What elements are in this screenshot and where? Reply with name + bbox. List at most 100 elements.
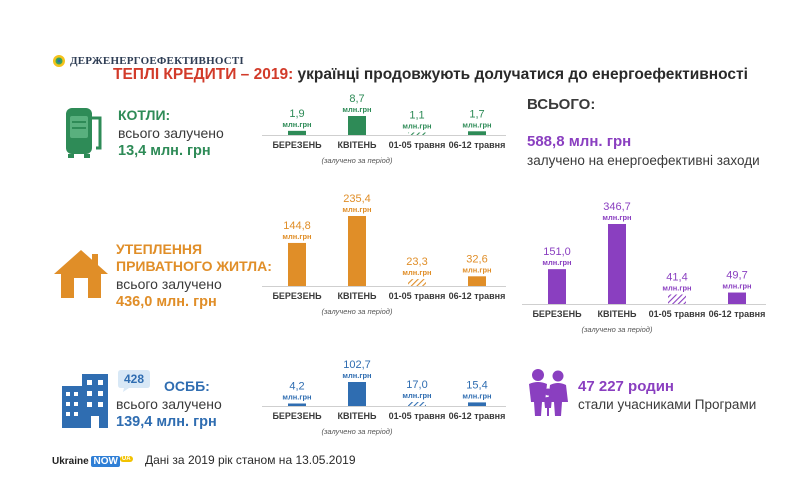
chart-category-label: БЕРЕЗЕНЬ [272, 140, 322, 150]
chart-unit-label: млн.грн [602, 213, 631, 222]
chart-category-label: КВІТЕНЬ [598, 309, 637, 319]
boilers-title: КОТЛИ: [118, 107, 171, 123]
chart-bar [468, 402, 486, 406]
chart-bar [288, 242, 306, 286]
osbb-badge-count: 428 [124, 372, 144, 386]
chart-category-label: 01-05 травня [389, 411, 446, 421]
chart-value-label: 4,2 [289, 381, 304, 393]
chart-bar [348, 382, 366, 406]
insulation-section-text: УТЕПЛЕННЯ ПРИВАТНОГО ЖИТЛА: всього залуч… [116, 241, 272, 311]
osbb-amount: 139,4 млн. грн [116, 414, 217, 430]
chart-period-note: (залучено за період) [322, 427, 393, 436]
chart-unit-label: млн.грн [342, 205, 371, 214]
chart-unit-label: млн.грн [342, 105, 371, 114]
chart-category-label: 06-12 травня [449, 411, 506, 421]
chart-category-label: КВІТЕНЬ [338, 140, 377, 150]
total-chart: 151,0млн.грнБЕРЕЗЕНЬ346,7млн.грнКВІТЕНЬ4… [522, 201, 766, 334]
ukraine-now-logo: Ukraine NOW UA [52, 456, 133, 467]
org-logo: ДЕРЖЕНЕРГОЕФЕКТИВНОСТІ [52, 54, 244, 68]
osbb-chart: 4,2млн.грнБЕРЕЗЕНЬ102,7млн.грнКВІТЕНЬ17,… [262, 359, 506, 436]
chart-unit-label: млн.грн [462, 265, 491, 274]
families-subtitle: стали учасниками Програми [578, 397, 757, 412]
chart-value-label: 41,4 [666, 271, 687, 283]
insulation-chart: 144,8млн.грнБЕРЕЗЕНЬ235,4млн.грнКВІТЕНЬ2… [262, 193, 506, 316]
chart-unit-label: млн.грн [402, 122, 431, 131]
osbb-title: ОСББ: [164, 378, 210, 394]
chart-bar [408, 279, 426, 286]
chart-unit-label: млн.грн [402, 391, 431, 400]
ukraine-now-ua: UA [119, 456, 133, 462]
org-name: ДЕРЖЕНЕРГОЕФЕКТИВНОСТІ [70, 55, 244, 67]
boilers-section-text: КОТЛИ: всього залучено 13,4 млн. грн [118, 107, 224, 160]
insulation-title-line1: УТЕПЛЕННЯ [116, 241, 203, 257]
chart-value-label: 235,4 [343, 193, 371, 205]
footer-note: Дані за 2019 рік станом на 13.05.2019 [145, 453, 356, 467]
chart-value-label: 151,0 [543, 246, 571, 258]
insulation-subtitle: всього залучено [116, 276, 222, 292]
chart-unit-label: млн.грн [402, 268, 431, 277]
chart-value-label: 1,1 [409, 110, 424, 122]
chart-category-label: 01-05 травня [389, 140, 446, 150]
chart-unit-label: млн.грн [462, 120, 491, 129]
chart-bar [668, 294, 686, 304]
chart-value-label: 1,9 [289, 108, 304, 120]
chart-bar [608, 224, 626, 304]
chart-value-label: 144,8 [283, 220, 311, 232]
chart-bar [288, 130, 306, 135]
chart-bar [408, 402, 426, 406]
chart-unit-label: млн.грн [462, 391, 491, 400]
page-title: ТЕПЛІ КРЕДИТИ – 2019: українці продовжую… [113, 66, 748, 84]
chart-bar [548, 269, 566, 304]
chart-category-label: КВІТЕНЬ [338, 291, 377, 301]
chart-value-label: 17,0 [406, 379, 427, 391]
chart-unit-label: млн.грн [282, 232, 311, 241]
chart-period-note: (залучено за період) [582, 325, 653, 334]
chart-period-note: (залучено за період) [322, 156, 393, 165]
chart-category-label: 06-12 травня [449, 140, 506, 150]
chart-bar [468, 276, 486, 286]
chart-category-label: 01-05 травня [649, 309, 706, 319]
chart-value-label: 23,3 [406, 256, 427, 268]
chart-category-label: БЕРЕЗЕНЬ [272, 411, 322, 421]
chart-unit-label: млн.грн [722, 282, 751, 291]
chart-value-label: 15,4 [466, 379, 487, 391]
chart-unit-label: млн.грн [662, 283, 691, 292]
chart-value-label: 102,7 [343, 359, 371, 371]
house-icon [54, 250, 108, 298]
ukraine-now-now: NOW [91, 456, 120, 467]
total-heading: ВСЬОГО: [527, 96, 596, 113]
chart-category-label: 01-05 травня [389, 291, 446, 301]
families-count: 47 227 родин [578, 378, 674, 395]
insulation-title-line2: ПРИВАТНОГО ЖИТЛА: [116, 258, 272, 274]
chart-value-label: 1,7 [469, 108, 484, 120]
chart-unit-label: млн.грн [282, 393, 311, 402]
boilers-subtitle: всього залучено [118, 125, 224, 141]
chart-bar [728, 292, 746, 304]
total-amount: 588,8 млн. грн [527, 133, 632, 150]
boilers-amount: 13,4 млн. грн [118, 143, 211, 159]
chart-bar [468, 131, 486, 135]
chart-value-label: 49,7 [726, 270, 747, 282]
chart-bar [348, 216, 366, 286]
apartment-buildings-icon [62, 374, 108, 428]
chart-category-label: БЕРЕЗЕНЬ [272, 291, 322, 301]
chart-unit-label: млн.грн [342, 371, 371, 380]
page-title-accent: ТЕПЛІ КРЕДИТИ – 2019: [113, 66, 294, 83]
chart-category-label: 06-12 травня [449, 291, 506, 301]
chart-period-note: (залучено за період) [322, 307, 393, 316]
chart-category-label: 06-12 травня [709, 309, 766, 319]
osbb-section-text: ОСББ: всього залучено 139,4 млн. грн [116, 378, 222, 431]
chart-value-label: 346,7 [603, 201, 631, 213]
insulation-amount: 436,0 млн. грн [116, 294, 217, 310]
chart-unit-label: млн.грн [282, 120, 311, 129]
page-title-rest: українці продовжують долучатися до енерг… [293, 66, 748, 83]
chart-value-label: 32,6 [466, 253, 487, 265]
boilers-chart: 1,9млн.грнБЕРЕЗЕНЬ8,7млн.грнКВІТЕНЬ1,1мл… [262, 93, 506, 165]
osbb-subtitle: всього залучено [116, 396, 222, 412]
chart-bar [408, 132, 426, 135]
chart-unit-label: млн.грн [542, 258, 571, 267]
org-logo-icon [53, 55, 65, 67]
osbb-badge: 428 [118, 370, 150, 392]
chart-bar [288, 403, 306, 406]
ukraine-now-brand: Ukraine [52, 456, 89, 467]
